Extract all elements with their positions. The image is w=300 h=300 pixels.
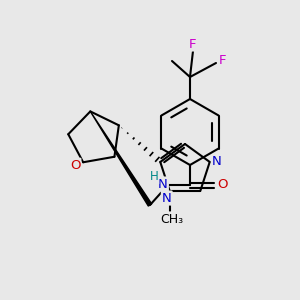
Text: N: N — [158, 178, 168, 190]
Polygon shape — [90, 111, 152, 206]
Text: H: H — [150, 170, 158, 184]
Text: N: N — [212, 155, 222, 169]
Text: N: N — [162, 191, 172, 205]
Text: O: O — [217, 178, 227, 191]
Text: CH₃: CH₃ — [160, 212, 183, 226]
Text: F: F — [189, 38, 197, 50]
Text: O: O — [70, 159, 80, 172]
Text: F: F — [219, 53, 227, 67]
